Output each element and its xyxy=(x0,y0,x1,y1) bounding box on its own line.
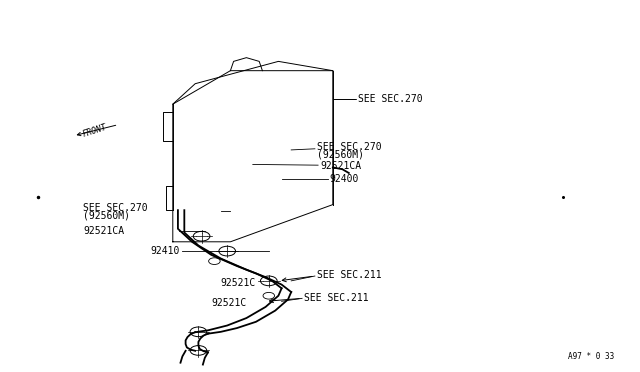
Text: 92400: 92400 xyxy=(330,174,359,184)
Text: (92560M): (92560M) xyxy=(317,150,364,159)
Text: 92521C: 92521C xyxy=(211,298,246,308)
Text: SEE SEC.211: SEE SEC.211 xyxy=(317,270,381,280)
Text: SEE SEC.211: SEE SEC.211 xyxy=(304,293,369,302)
Text: SEE SEC.270: SEE SEC.270 xyxy=(317,142,381,152)
Text: SEE SEC.270: SEE SEC.270 xyxy=(83,203,148,213)
Text: 92521CA: 92521CA xyxy=(83,227,124,236)
Text: SEE SEC.270: SEE SEC.270 xyxy=(358,94,423,103)
Text: 92521CA: 92521CA xyxy=(320,161,361,170)
Text: 92410: 92410 xyxy=(150,246,180,256)
Text: (92560M): (92560M) xyxy=(83,211,130,221)
Text: FRONT: FRONT xyxy=(81,123,108,139)
Text: 92521C: 92521C xyxy=(221,279,256,288)
Text: A97 * 0 33: A97 * 0 33 xyxy=(568,352,614,361)
